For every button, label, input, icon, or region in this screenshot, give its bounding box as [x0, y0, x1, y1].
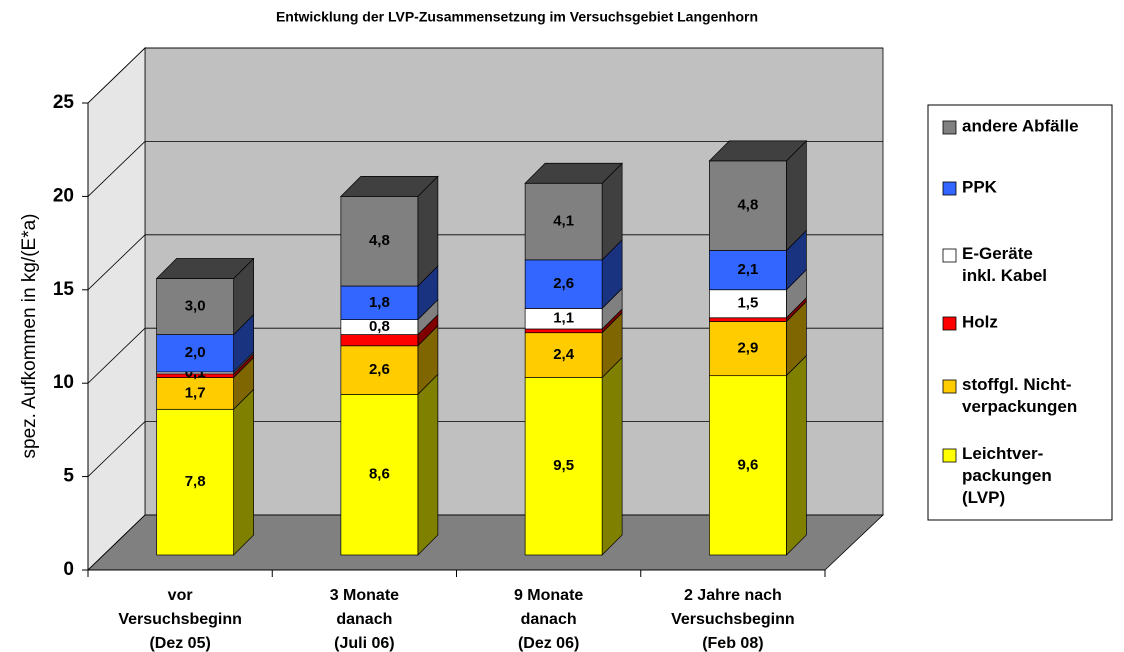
- y-tick-label: 0: [63, 559, 74, 580]
- legend-label: stoffgl. Nicht-verpackungen: [962, 375, 1077, 416]
- bar-segment: [524, 182, 603, 261]
- chart-title: Entwicklung der LVP-Zusammensetzung im V…: [276, 9, 758, 25]
- value-label: 1,8: [369, 294, 390, 311]
- y-tick-label: 15: [53, 279, 75, 300]
- bar-segment: [709, 289, 787, 319]
- value-label: 3,0: [185, 298, 206, 315]
- bar-side: [786, 354, 807, 556]
- bar-segment: [340, 345, 419, 395]
- x-tick-label: 9 Monate danach (Dez 06): [514, 587, 583, 652]
- x-tick-label: vor Versuchsbeginn (Dez 05): [118, 587, 242, 652]
- bar-segment: [709, 321, 787, 377]
- y-axis-title: spez. Aufkommen in kg/(E*a): [19, 214, 40, 459]
- bar-top: [708, 140, 808, 162]
- legend-label: andere Abfälle: [962, 116, 1079, 135]
- grid-line: [87, 47, 146, 104]
- legend-box: [927, 104, 1113, 521]
- value-label: 2,6: [369, 361, 390, 378]
- y-tick-label: 10: [53, 372, 74, 393]
- value-label: 8,6: [369, 466, 390, 483]
- grid-line: [87, 514, 146, 571]
- bar-segment: [709, 160, 787, 251]
- legend-swatch: [942, 316, 957, 331]
- bar-side: [601, 356, 623, 556]
- bar-segment: [340, 195, 419, 287]
- bar-segment: [524, 377, 603, 556]
- legend-swatch: [942, 181, 957, 196]
- bar-top: [524, 162, 623, 184]
- grid-line: [87, 234, 146, 291]
- legend-swatch: [942, 120, 957, 135]
- value-label: 1,7: [185, 384, 206, 401]
- value-label: 2,1: [737, 261, 758, 278]
- bar-segment: [340, 285, 419, 320]
- bar-side: [233, 388, 254, 556]
- value-label: 9,5: [553, 457, 574, 474]
- value-label: 2,6: [553, 275, 574, 292]
- value-label: 4,1: [553, 213, 574, 230]
- grid-line: [87, 141, 146, 197]
- value-label: 7,8: [185, 473, 206, 490]
- y-tick-label: 5: [63, 466, 74, 487]
- value-label: 9,6: [737, 456, 758, 473]
- bar-top: [340, 175, 439, 197]
- legend-label: E-Geräte inkl. Kabel: [962, 244, 1047, 285]
- legend-swatch: [942, 448, 957, 463]
- bar-segment: [709, 317, 787, 322]
- y-tick-label: 20: [53, 185, 74, 206]
- value-label: 1,1: [553, 310, 574, 327]
- bar-segment: [340, 334, 419, 347]
- value-label: 2,0: [185, 344, 206, 361]
- bar-side: [417, 373, 439, 556]
- bar-segment: [524, 259, 603, 309]
- bar-segment: [340, 394, 419, 556]
- value-label: 4,8: [369, 232, 390, 249]
- x-tick-label: 2 Jahre nach Versuchsbeginn (Feb 08): [671, 587, 795, 652]
- bar-segment: [709, 250, 787, 291]
- grid-line: [87, 421, 146, 477]
- legend-swatch: [942, 379, 957, 394]
- legend-label: Leichtver-packungen (LVP): [962, 444, 1052, 507]
- legend-swatch: [942, 248, 957, 263]
- bar-segment: [156, 408, 234, 556]
- value-label: 2,9: [737, 340, 758, 357]
- bar-segment: [156, 278, 234, 335]
- value-label: 0,8: [369, 318, 390, 335]
- grid-line: [87, 327, 146, 384]
- side-wall: [87, 47, 146, 571]
- bar-top: [155, 258, 255, 279]
- value-label: 2,4: [553, 346, 575, 363]
- value-label: 1,5: [737, 295, 758, 312]
- legend-label: PPK: [962, 177, 998, 196]
- bar-segment: [524, 332, 603, 378]
- value-label: 4,8: [737, 197, 758, 214]
- bar-segment: [524, 328, 603, 334]
- legend-label: Holz: [962, 312, 998, 331]
- y-tick-label: 25: [53, 92, 75, 113]
- x-tick-label: 3 Monate danach (Juli 06): [330, 587, 399, 652]
